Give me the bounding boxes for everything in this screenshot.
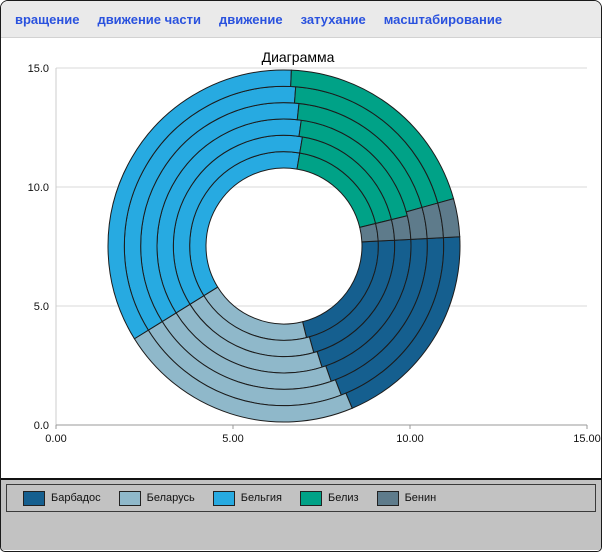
x-tick-label: 0.00	[45, 433, 66, 445]
y-tick-label: 0.0	[34, 420, 49, 432]
legend-swatch-belgium	[212, 490, 235, 506]
legend-item-belarus[interactable]: Беларусь	[118, 490, 195, 506]
donut-segment-Бенин-ring2[interactable]	[375, 218, 396, 242]
legend-box: Барбадос Беларусь Бельгия Белиз Бенин	[6, 484, 596, 512]
legend-label: Белиз	[328, 492, 359, 504]
legend-item-belize[interactable]: Белиз	[300, 490, 359, 506]
nav-link-rotation[interactable]: вращение	[15, 11, 80, 27]
chart-area: Диаграмма 0.0 5.0 10.0 15.0 0.00 5.00 10.00 15.…	[1, 38, 601, 478]
legend-label: Бенин	[404, 492, 437, 504]
nav-link-movement[interactable]: движение	[219, 11, 283, 27]
y-tick-label: 15.0	[28, 63, 49, 75]
donut-rings	[107, 69, 461, 423]
y-tick-label: 10.0	[28, 182, 49, 194]
nav-link-scaling[interactable]: масштабирование	[383, 11, 503, 27]
animation-controls-bar: вращение движение части движение затухан…	[1, 1, 601, 38]
x-tick-label: 10.00	[396, 433, 424, 445]
legend-item-benin[interactable]: Бенин	[376, 490, 437, 506]
legend-label: Барбадос	[51, 492, 101, 504]
legend-item-barbados[interactable]: Барбадос	[23, 490, 101, 506]
donut-segment-Бенин-ring6[interactable]	[437, 198, 461, 239]
legend-swatch-barbados	[23, 490, 45, 506]
legend-label: Бельгия	[240, 492, 282, 504]
nav-link-fade[interactable]: затухание	[300, 11, 366, 27]
nav-link-part-movement[interactable]: движение части	[97, 11, 201, 27]
y-tick-label: 5.0	[34, 301, 49, 313]
legend-item-belgium[interactable]: Бельгия	[212, 490, 282, 506]
legend-footer: Барбадос Беларусь Бельгия Белиз Бенин	[1, 478, 601, 550]
x-tick-label: 15.00	[573, 433, 601, 445]
donut-segment-Бенин-ring1[interactable]	[359, 222, 379, 243]
legend-swatch-benin	[376, 490, 399, 506]
chart-title: Диаграмма	[262, 49, 335, 65]
chart-canvas: Диаграмма 0.0 5.0 10.0 15.0 0.00 5.00 10.00 15.…	[28, 49, 601, 445]
legend-swatch-belize	[300, 490, 322, 506]
legend-swatch-belarus	[118, 490, 141, 506]
x-tick-label: 5.00	[222, 433, 243, 445]
legend-label: Беларусь	[146, 492, 195, 504]
